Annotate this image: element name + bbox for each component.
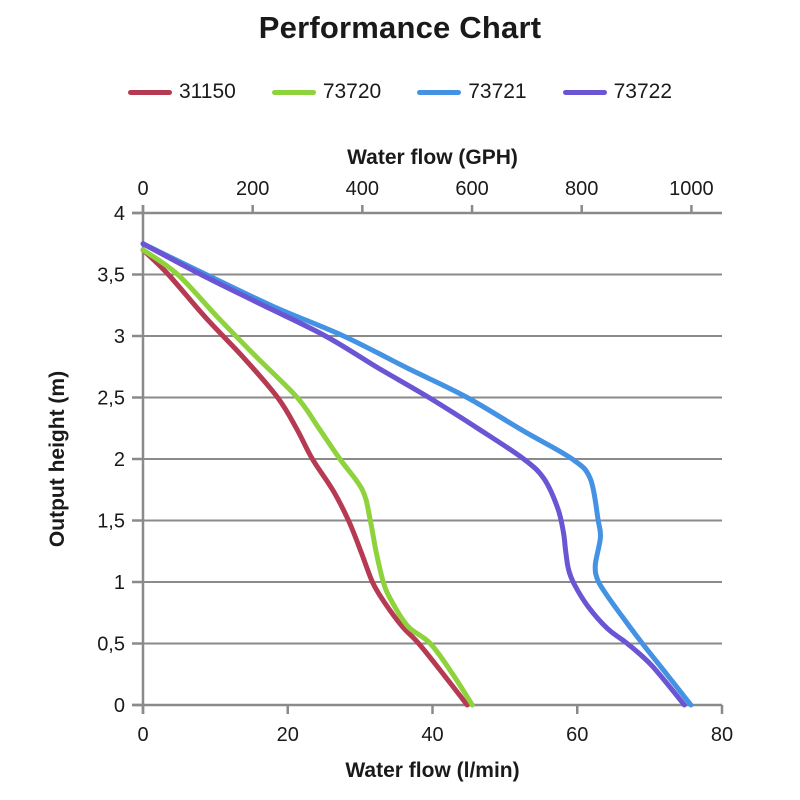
y-tick-label-4: 4 xyxy=(114,203,125,225)
legend-label-73722: 73722 xyxy=(613,80,673,103)
y-tick-label-3.5: 3,5 xyxy=(97,265,125,287)
legend-label-31150: 31150 xyxy=(178,80,236,103)
x-bottom-tick-label-80: 80 xyxy=(711,724,733,746)
legend-swatch-73720 xyxy=(271,89,316,95)
legend-item-73721: 73721 xyxy=(417,80,527,104)
legend-item-73722: 73722 xyxy=(562,80,673,104)
x-bottom-tick-label-40: 40 xyxy=(421,724,443,746)
chart-plot-area: 00,511,522,533,540 20 40 60 800 200 400 600 800 1… xyxy=(46,146,733,782)
y-tick-label-2: 2 xyxy=(114,449,125,471)
legend-swatch-31150 xyxy=(127,89,172,95)
x-top-tick-label-400: 400 xyxy=(346,178,379,200)
chart-legend: 31150 73720 73721 73722 xyxy=(0,80,800,104)
bottom-axis-title: Water flow (l/min) xyxy=(345,759,519,782)
legend-item-31150: 31150 xyxy=(127,80,236,104)
y-tick-label-0: 0 xyxy=(114,695,125,717)
chart-title: Performance Chart xyxy=(258,10,542,45)
x-bottom-tick-label-60: 60 xyxy=(566,724,588,746)
x-bottom-tick-label-20: 20 xyxy=(277,724,299,746)
legend-item-73720: 73720 xyxy=(271,80,382,104)
y-tick-label-1.5: 1,5 xyxy=(97,511,125,533)
x-bottom-tick-label-0: 0 xyxy=(137,724,148,746)
y-tick-label-3: 3 xyxy=(114,326,125,348)
y-tick-label-2.5: 2,5 xyxy=(97,388,125,410)
performance-curve-73722 xyxy=(140,241,687,708)
y-axis-title: Output height (m) xyxy=(46,371,69,547)
x-top-tick-label-200: 200 xyxy=(236,178,269,200)
performance-curve-73721 xyxy=(140,241,694,708)
performance-curve-73720 xyxy=(140,247,475,708)
y-tick-label-0.5: 0,5 xyxy=(97,634,125,656)
top-axis-title: Water flow (GPH) xyxy=(347,146,518,169)
legend-swatch-73722 xyxy=(562,89,607,95)
x-top-tick-label-600: 600 xyxy=(455,178,488,200)
x-top-tick-label-800: 800 xyxy=(565,178,598,200)
legend-swatch-73721 xyxy=(417,89,462,95)
performance-curve-31150 xyxy=(140,247,470,708)
y-tick-label-1: 1 xyxy=(114,572,125,594)
x-top-tick-label-1000: 1000 xyxy=(669,178,714,200)
x-top-tick-label-0: 0 xyxy=(137,178,148,200)
legend-label-73721: 73721 xyxy=(468,80,527,103)
legend-label-73720: 73720 xyxy=(322,80,382,103)
